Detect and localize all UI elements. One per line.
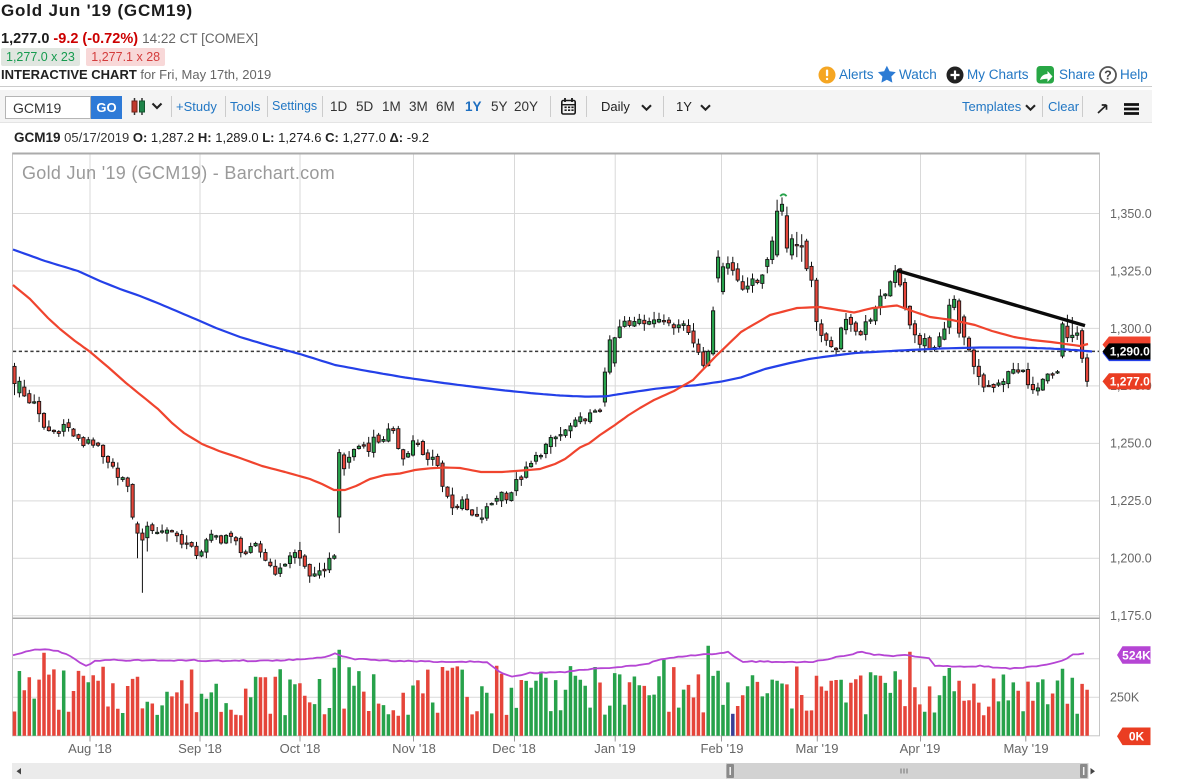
svg-text:1,350.0: 1,350.0	[1110, 207, 1152, 221]
svg-text:Aug '18: Aug '18	[68, 741, 112, 756]
svg-text:1,290.0: 1,290.0	[1110, 345, 1150, 359]
svg-text:Apr '19: Apr '19	[900, 741, 941, 756]
svg-text:250K: 250K	[1110, 691, 1140, 705]
svg-text:May '19: May '19	[1003, 741, 1048, 756]
svg-text:1,300.0: 1,300.0	[1110, 322, 1152, 336]
svg-text:Mar '19: Mar '19	[796, 741, 839, 756]
svg-text:1,200.0: 1,200.0	[1110, 552, 1152, 566]
svg-text:1,225.0: 1,225.0	[1110, 494, 1152, 508]
svg-text:1,325.0: 1,325.0	[1110, 264, 1152, 278]
svg-text:Nov '18: Nov '18	[392, 741, 436, 756]
svg-text:1,175.0: 1,175.0	[1110, 609, 1152, 623]
svg-text:0K: 0K	[1129, 730, 1145, 744]
svg-text:Oct '18: Oct '18	[280, 741, 321, 756]
svg-text:Feb '19: Feb '19	[701, 741, 744, 756]
svg-text:1,250.0: 1,250.0	[1110, 437, 1152, 451]
svg-text:1,277.0: 1,277.0	[1110, 375, 1150, 389]
svg-text:524K: 524K	[1122, 648, 1151, 662]
svg-text:Dec '18: Dec '18	[492, 741, 536, 756]
svg-text:Jan '19: Jan '19	[594, 741, 636, 756]
svg-text:Gold Jun '19 (GCM19) - Barchar: Gold Jun '19 (GCM19) - Barchart.com	[22, 163, 335, 183]
svg-text:?: ?	[1104, 69, 1112, 83]
svg-text:Sep '18: Sep '18	[178, 741, 222, 756]
